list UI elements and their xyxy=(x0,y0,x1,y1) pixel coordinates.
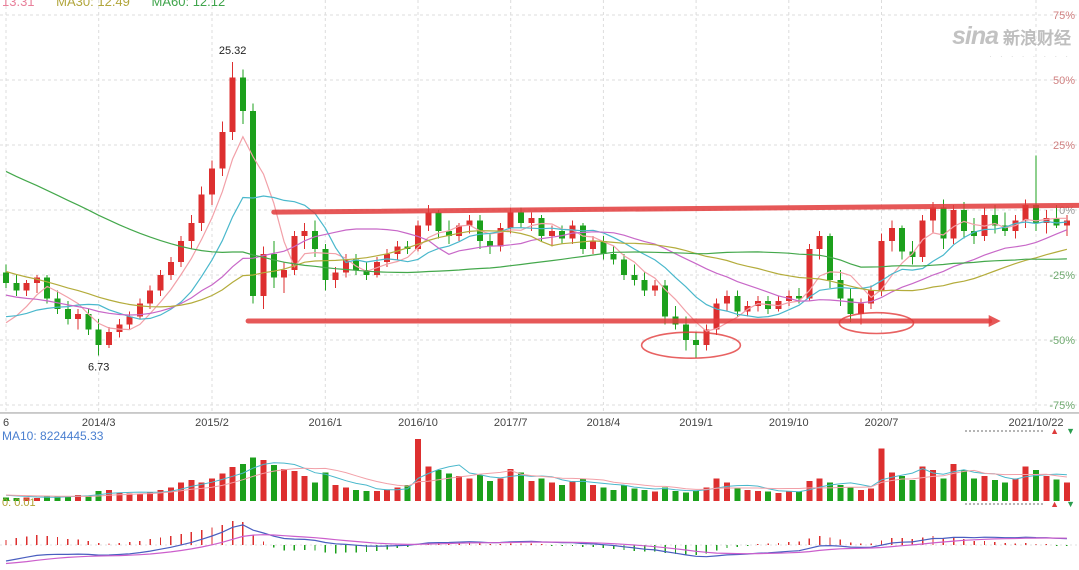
sina-logo: sina xyxy=(951,22,999,50)
svg-text:6.73: 6.73 xyxy=(88,362,109,374)
ma-lines-layer xyxy=(5,135,1068,332)
ma10-value-label: 13.31 xyxy=(2,0,35,9)
x-axis-label: 2021/10/22 xyxy=(1008,417,1064,429)
y-axis-labels: 75% 50% 25% 0% -25% -50% -75% xyxy=(1049,10,1075,412)
x-axis-label: 2020/7 xyxy=(864,417,899,429)
volume-pane[interactable] xyxy=(0,431,1079,503)
trendline-resistance xyxy=(271,202,1079,215)
collapse-pane-icon[interactable]: ▼ xyxy=(1066,498,1075,509)
macd-value-label: 0: 0.01 xyxy=(2,497,36,509)
pane-resize-handle[interactable] xyxy=(965,503,1044,505)
expand-pane-icon[interactable]: ▲ xyxy=(1050,498,1060,509)
collapse-pane-icon[interactable]: ▼ xyxy=(1066,425,1075,436)
svg-text:25%: 25% xyxy=(1053,140,1075,152)
volume-bars-layer xyxy=(3,439,1070,501)
volume-ma-lines xyxy=(5,462,1067,498)
pane-resize-handle[interactable] xyxy=(965,430,1044,432)
expand-pane-icon[interactable]: ▲ xyxy=(1050,425,1060,436)
circled-low-annotation xyxy=(640,331,742,360)
svg-text:-25%: -25% xyxy=(1049,270,1075,282)
x-axis-label: 2016/10 xyxy=(398,417,438,429)
x-axis-label: 2014/3 xyxy=(81,417,116,429)
arrowhead-icon xyxy=(988,315,1001,327)
x-axis-label: 2017/7 xyxy=(493,417,528,429)
macd-histogram xyxy=(5,521,1068,556)
x-axis-label: 2019/10 xyxy=(768,417,809,429)
price-ma-header: 13.31 MA30: 12.49 MA60: 12.12 xyxy=(2,0,243,9)
ma30-value-label: MA30: 12.49 xyxy=(56,0,130,9)
svg-text:0%: 0% xyxy=(1059,205,1075,217)
hand-drawn-annotations xyxy=(245,202,1079,360)
svg-text:-50%: -50% xyxy=(1049,335,1075,347)
macd-pane[interactable] xyxy=(0,507,1079,570)
circled-low-annotation xyxy=(838,311,915,335)
x-axis-label: 2019/1 xyxy=(679,417,713,429)
svg-text:-75%: -75% xyxy=(1049,400,1075,412)
volume-ma-label: MA10: 8224445.33 xyxy=(2,429,104,443)
svg-text:75%: 75% xyxy=(1053,10,1075,22)
extreme-labels: 25.32 6.73 xyxy=(88,45,246,374)
x-axis-label: 2016/1 xyxy=(308,417,343,429)
x-axis-label: 6 xyxy=(2,417,10,429)
dif-line xyxy=(5,524,1067,562)
x-axis-row: 6 2014/3 2015/2 2016/1 2016/10 2017/7 2018/4 20… xyxy=(0,413,1079,432)
price-pane-controls: ▲ ▼ xyxy=(965,426,1075,436)
x-axis-label: 2018/4 xyxy=(586,417,621,429)
watermark: sina 新浪财经 · · · · · · · · xyxy=(952,22,1071,61)
price-chart-pane[interactable]: 75% 50% 25% 0% -25% -50% -75% 25.32 6.73 xyxy=(0,0,1079,413)
volume-pane-controls: ▲ ▼ xyxy=(965,499,1075,509)
svg-text:50%: 50% xyxy=(1053,75,1075,87)
svg-text:25.32: 25.32 xyxy=(219,45,247,57)
watermark-brand-text: 新浪财经 xyxy=(1003,29,1071,48)
watermark-tagline: · · · · · · · · xyxy=(989,52,1071,61)
x-axis-label: 2015/2 xyxy=(195,417,229,429)
ma60-value-label: MA60: 12.12 xyxy=(151,0,226,9)
macd-lines xyxy=(5,524,1067,565)
dea-line xyxy=(5,534,1067,565)
